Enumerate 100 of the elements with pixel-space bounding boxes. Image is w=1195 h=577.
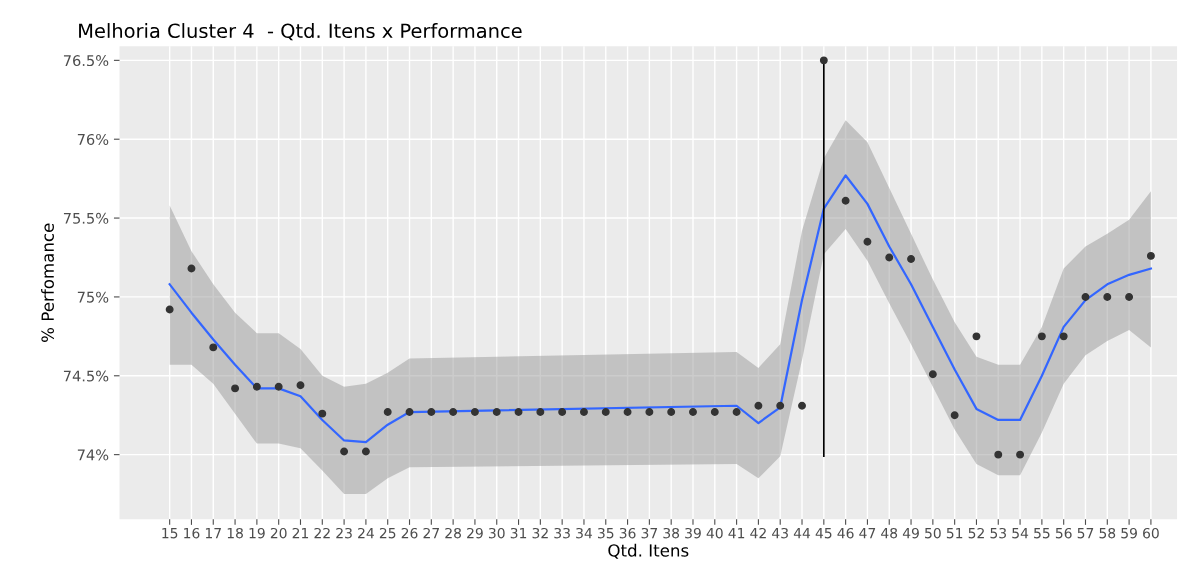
- point: [798, 401, 806, 410]
- point: [841, 196, 850, 205]
- point: [950, 411, 959, 420]
- x-tick-label: 47: [859, 528, 876, 539]
- x-tick-label: 52: [968, 527, 984, 539]
- point: [994, 450, 1003, 459]
- y-tick-label: 75.5%: [63, 212, 109, 224]
- point: [405, 408, 414, 417]
- point: [318, 409, 327, 418]
- point: [601, 408, 610, 417]
- x-tick-label: 53: [990, 527, 1006, 539]
- point: [623, 408, 632, 417]
- point: [470, 408, 479, 417]
- x-tick-label: 57: [1077, 528, 1094, 539]
- x-tick-label: 31: [510, 527, 527, 539]
- x-tick-label: 60: [1143, 527, 1159, 539]
- point: [209, 343, 218, 352]
- line-series: [168, 174, 1153, 444]
- x-tick-label: 36: [619, 527, 636, 539]
- x-tick-label: 37: [641, 527, 658, 539]
- point: [558, 408, 567, 417]
- y-tick-label: 74%: [77, 449, 109, 461]
- x-tick-label: 25: [379, 527, 396, 539]
- y-tick-label: 76%: [77, 133, 109, 145]
- point: [863, 237, 872, 246]
- point: [819, 56, 828, 65]
- y-axis-title: % Perfomance: [41, 223, 54, 342]
- point: [754, 401, 763, 410]
- y-tick-label: 75%: [77, 291, 109, 303]
- point: [645, 408, 654, 417]
- x-tick-label: 17: [205, 528, 221, 539]
- point: [427, 408, 436, 417]
- point: [1146, 251, 1155, 260]
- x-tick-label: 56: [1055, 527, 1072, 539]
- x-tick-label: 32: [532, 527, 548, 539]
- x-tick-label: 24: [358, 527, 374, 539]
- point: [187, 264, 196, 273]
- point: [383, 408, 392, 417]
- x-tick-label: 18: [227, 527, 243, 539]
- point: [514, 408, 523, 417]
- x-tick-label: 54: [1012, 528, 1029, 539]
- point: [710, 408, 719, 417]
- point: [492, 408, 501, 417]
- x-tick-label: 16: [184, 527, 200, 539]
- x-tick-label: 19: [249, 527, 265, 539]
- x-tick-label: 59: [1121, 527, 1137, 539]
- x-tick-label: 21: [292, 527, 309, 539]
- x-tick-label: 34: [576, 527, 593, 539]
- chart-title: Melhoria Cluster 4 - Qtd. Itens x Performance: [79, 23, 522, 41]
- x-tick-label: 48: [881, 527, 898, 539]
- point: [296, 381, 305, 390]
- point: [1125, 292, 1134, 301]
- x-tick-label: 33: [554, 527, 570, 539]
- point: [165, 305, 174, 314]
- point: [252, 382, 261, 391]
- point: [1081, 292, 1090, 301]
- x-tick-label: 38: [663, 527, 680, 539]
- x-tick-label: 51: [946, 528, 963, 539]
- point: [689, 408, 697, 417]
- point: [972, 332, 981, 341]
- x-tick-label: 15: [162, 528, 178, 539]
- x-tick-label: 55: [1034, 528, 1050, 539]
- point: [732, 408, 741, 417]
- x-tick-label: 58: [1099, 527, 1116, 539]
- x-tick-label: 30: [488, 527, 505, 539]
- x-tick-label: 35: [597, 527, 614, 539]
- point: [1037, 332, 1046, 341]
- x-tick-label: 29: [467, 527, 483, 539]
- x-tick-label: 22: [314, 527, 330, 539]
- x-tick-label: 28: [445, 527, 462, 539]
- point: [907, 255, 915, 264]
- point: [536, 408, 545, 417]
- x-tick-label: 27: [423, 527, 439, 539]
- x-tick-label: 45: [815, 528, 832, 539]
- point: [1016, 450, 1025, 459]
- x-tick-label: 23: [336, 527, 352, 539]
- x-tick-label: 26: [401, 527, 418, 539]
- point: [667, 408, 676, 417]
- y-tick-label: 76.5%: [63, 55, 109, 67]
- point: [274, 382, 283, 391]
- point: [1103, 292, 1112, 301]
- point: [885, 253, 894, 262]
- point: [449, 408, 458, 417]
- y-tick-label: 74.5%: [63, 370, 109, 382]
- point: [231, 384, 240, 393]
- x-tick-label: 42: [750, 527, 766, 539]
- point: [580, 408, 588, 417]
- x-tick-label: 20: [270, 527, 287, 539]
- x-tick-label: 46: [837, 527, 854, 539]
- x-axis-title: Qtd. Itens: [608, 543, 689, 559]
- point: [1059, 332, 1068, 341]
- x-tick-label: 44: [793, 528, 811, 539]
- x-tick-label: 43: [772, 527, 788, 539]
- point: [928, 370, 937, 379]
- point: [340, 447, 349, 456]
- x-tick-label: 39: [685, 527, 701, 539]
- point: [776, 401, 785, 410]
- x-tick-label: 40: [706, 527, 723, 539]
- x-tick-label: 41: [728, 528, 745, 539]
- x-tick-label: 49: [902, 527, 919, 539]
